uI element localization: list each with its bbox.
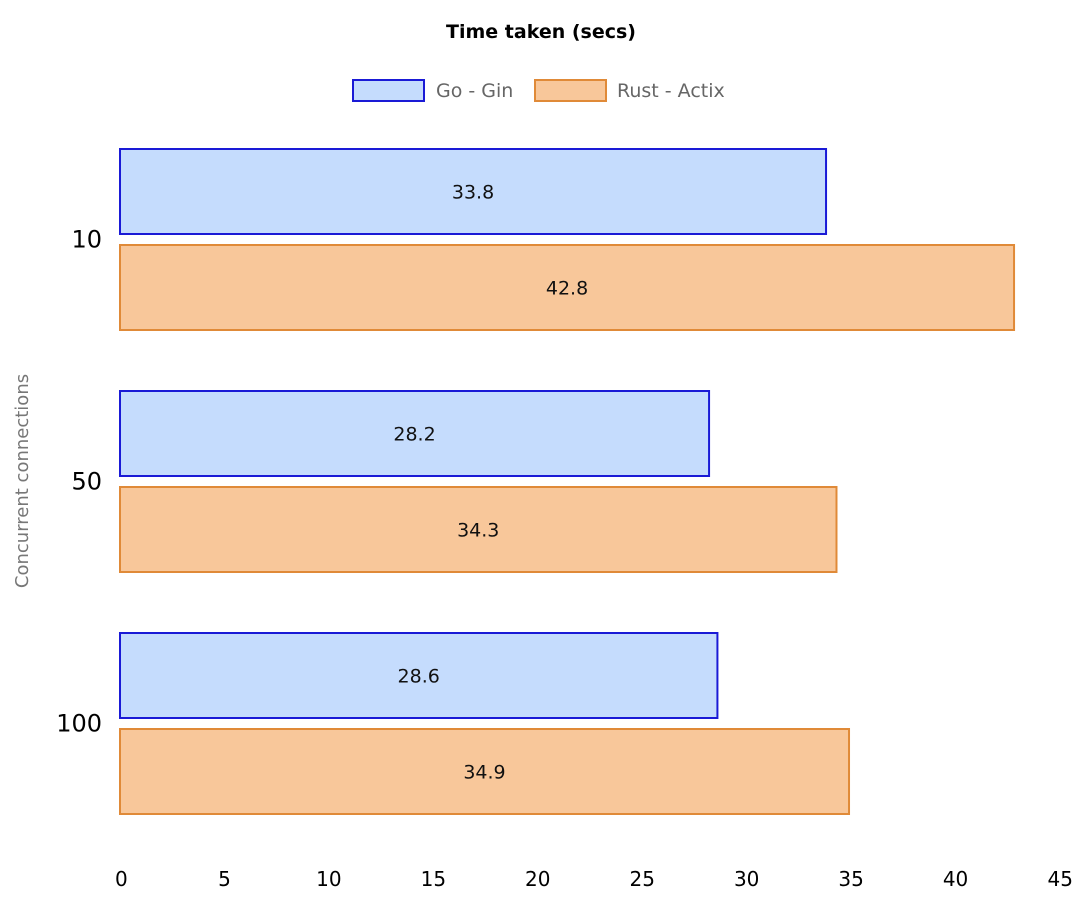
bar-rust-actix-100 [119,728,851,815]
x-tick-label: 0 [115,867,128,891]
bar-value-label-rust-actix-50: 34.3 [457,520,499,542]
legend-swatch-go-gin [352,79,425,102]
x-tick-label: 35 [838,867,863,891]
bar-go-gin-100 [119,632,719,719]
y-axis-ticks: 10 50 100 [56,226,102,738]
bar-value-label-go-gin-50: 28.2 [393,424,435,446]
y-axis-title: Concurrent connections [12,374,33,588]
chart-title: Time taken (secs) [446,21,636,43]
bar-value-label-go-gin-100: 28.6 [398,666,440,688]
bar-go-gin-50 [119,390,711,477]
x-tick-label: 40 [943,867,968,891]
y-tick-label: 100 [56,710,102,738]
bar-go-gin-10 [119,148,828,235]
legend-label-rust-actix: Rust - Actix [617,80,725,102]
plot-area: 33.8 42.8 28.2 34.3 28.6 34.9 [119,148,1016,815]
x-tick-label: 10 [316,867,341,891]
legend: Go - Gin Rust - Actix [352,79,725,102]
x-tick-label: 20 [525,867,550,891]
x-tick-label: 30 [734,867,759,891]
x-tick-label: 25 [629,867,654,891]
y-tick-label: 50 [71,468,102,496]
x-tick-label: 5 [218,867,231,891]
bar-value-label-rust-actix-10: 42.8 [546,278,588,300]
legend-label-go-gin: Go - Gin [436,80,513,102]
bar-value-label-rust-actix-100: 34.9 [463,762,505,784]
bar-rust-actix-50 [119,486,838,573]
x-tick-label: 15 [421,867,446,891]
bar-rust-actix-10 [119,244,1016,331]
y-tick-label: 10 [71,226,102,254]
legend-swatch-rust-actix [534,79,607,102]
x-axis-ticks: 0 5 10 15 20 25 30 35 40 45 [115,867,1073,891]
x-tick-label: 45 [1048,867,1073,891]
bar-value-label-go-gin-10: 33.8 [452,182,494,204]
